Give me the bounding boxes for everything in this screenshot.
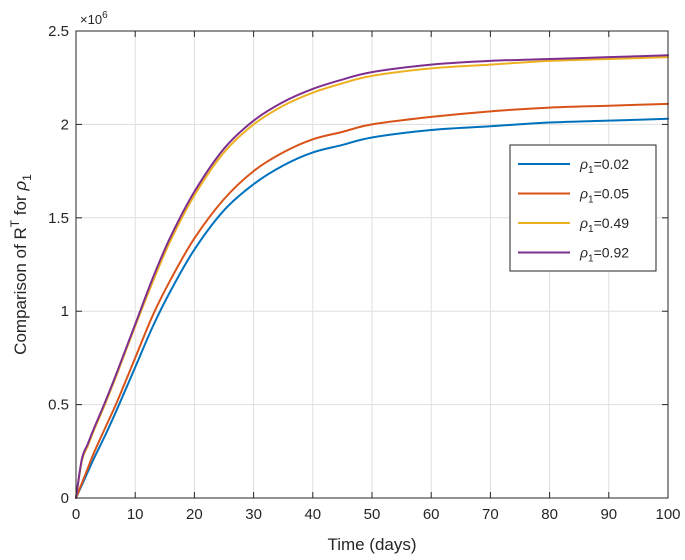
y-axis-label: Comparison of RT for ρ1	[8, 174, 34, 355]
y-tick-label: 0.5	[48, 397, 69, 414]
legend-subscript: 1	[588, 224, 594, 235]
x-tick-label: 40	[304, 506, 321, 523]
legend-value: =0.92	[594, 245, 630, 261]
series-group	[75, 54, 669, 499]
grid-lines	[76, 31, 668, 498]
legend-value: =0.05	[594, 186, 630, 202]
series-line-2	[75, 102, 669, 499]
x-tick-label: 10	[127, 506, 144, 523]
series-line-4	[75, 54, 669, 499]
x-tick-label: 60	[423, 506, 440, 523]
y-axis-label-base: Comparison of R	[11, 227, 30, 355]
legend-subscript: 1	[588, 195, 594, 206]
y-axis-label-sub: 1	[20, 174, 34, 181]
legend-label-3: ρ1=0.49	[579, 215, 629, 235]
x-tick-label: 20	[186, 506, 203, 523]
legend-symbol: ρ	[579, 156, 588, 172]
y-exponent-label: ×106	[80, 10, 108, 27]
legend-value: =0.02	[594, 156, 630, 172]
tick-marks	[75, 30, 669, 499]
legend-symbol: ρ	[579, 215, 588, 231]
legend-label-4: ρ1=0.92	[579, 245, 629, 265]
y-tick-label: 2	[61, 116, 69, 133]
x-tick-label: 30	[245, 506, 262, 523]
y-exponent-base: ×10	[80, 12, 102, 27]
legend-subscript: 1	[588, 165, 594, 176]
legend-value: =0.49	[594, 215, 630, 231]
x-axis-label: Time (days)	[327, 535, 416, 554]
x-tick-label: 80	[541, 506, 558, 523]
y-exponent-power: 6	[102, 10, 108, 21]
y-tick-label: 1	[61, 303, 69, 320]
legend-symbol: ρ	[579, 186, 588, 202]
x-tick-labels: 0 10 20 30 40 50 60 70 80 90 100	[72, 506, 681, 523]
legend-symbol: ρ	[579, 245, 588, 261]
series-line-1	[75, 117, 669, 499]
legend-label-2: ρ1=0.05	[579, 186, 629, 206]
y-tick-label: 2.5	[48, 23, 69, 40]
legend-subscript: 1	[588, 254, 594, 265]
y-tick-label: 1.5	[48, 210, 69, 227]
x-tick-label: 70	[482, 506, 499, 523]
y-axis-label-mid: for	[11, 191, 30, 220]
y-axis-label-sup: T	[8, 219, 22, 227]
x-tick-label: 0	[72, 506, 80, 523]
x-tick-label: 50	[364, 506, 381, 523]
y-tick-labels: 0 0.5 1 1.5 2 2.5	[48, 23, 69, 507]
legend-label-1: ρ1=0.02	[579, 156, 629, 176]
legend-box	[509, 144, 657, 272]
x-tick-label: 100	[655, 506, 680, 523]
x-tick-label: 90	[600, 506, 617, 523]
y-tick-label: 0	[61, 490, 69, 507]
y-axis-label-symbol: ρ	[11, 181, 30, 192]
